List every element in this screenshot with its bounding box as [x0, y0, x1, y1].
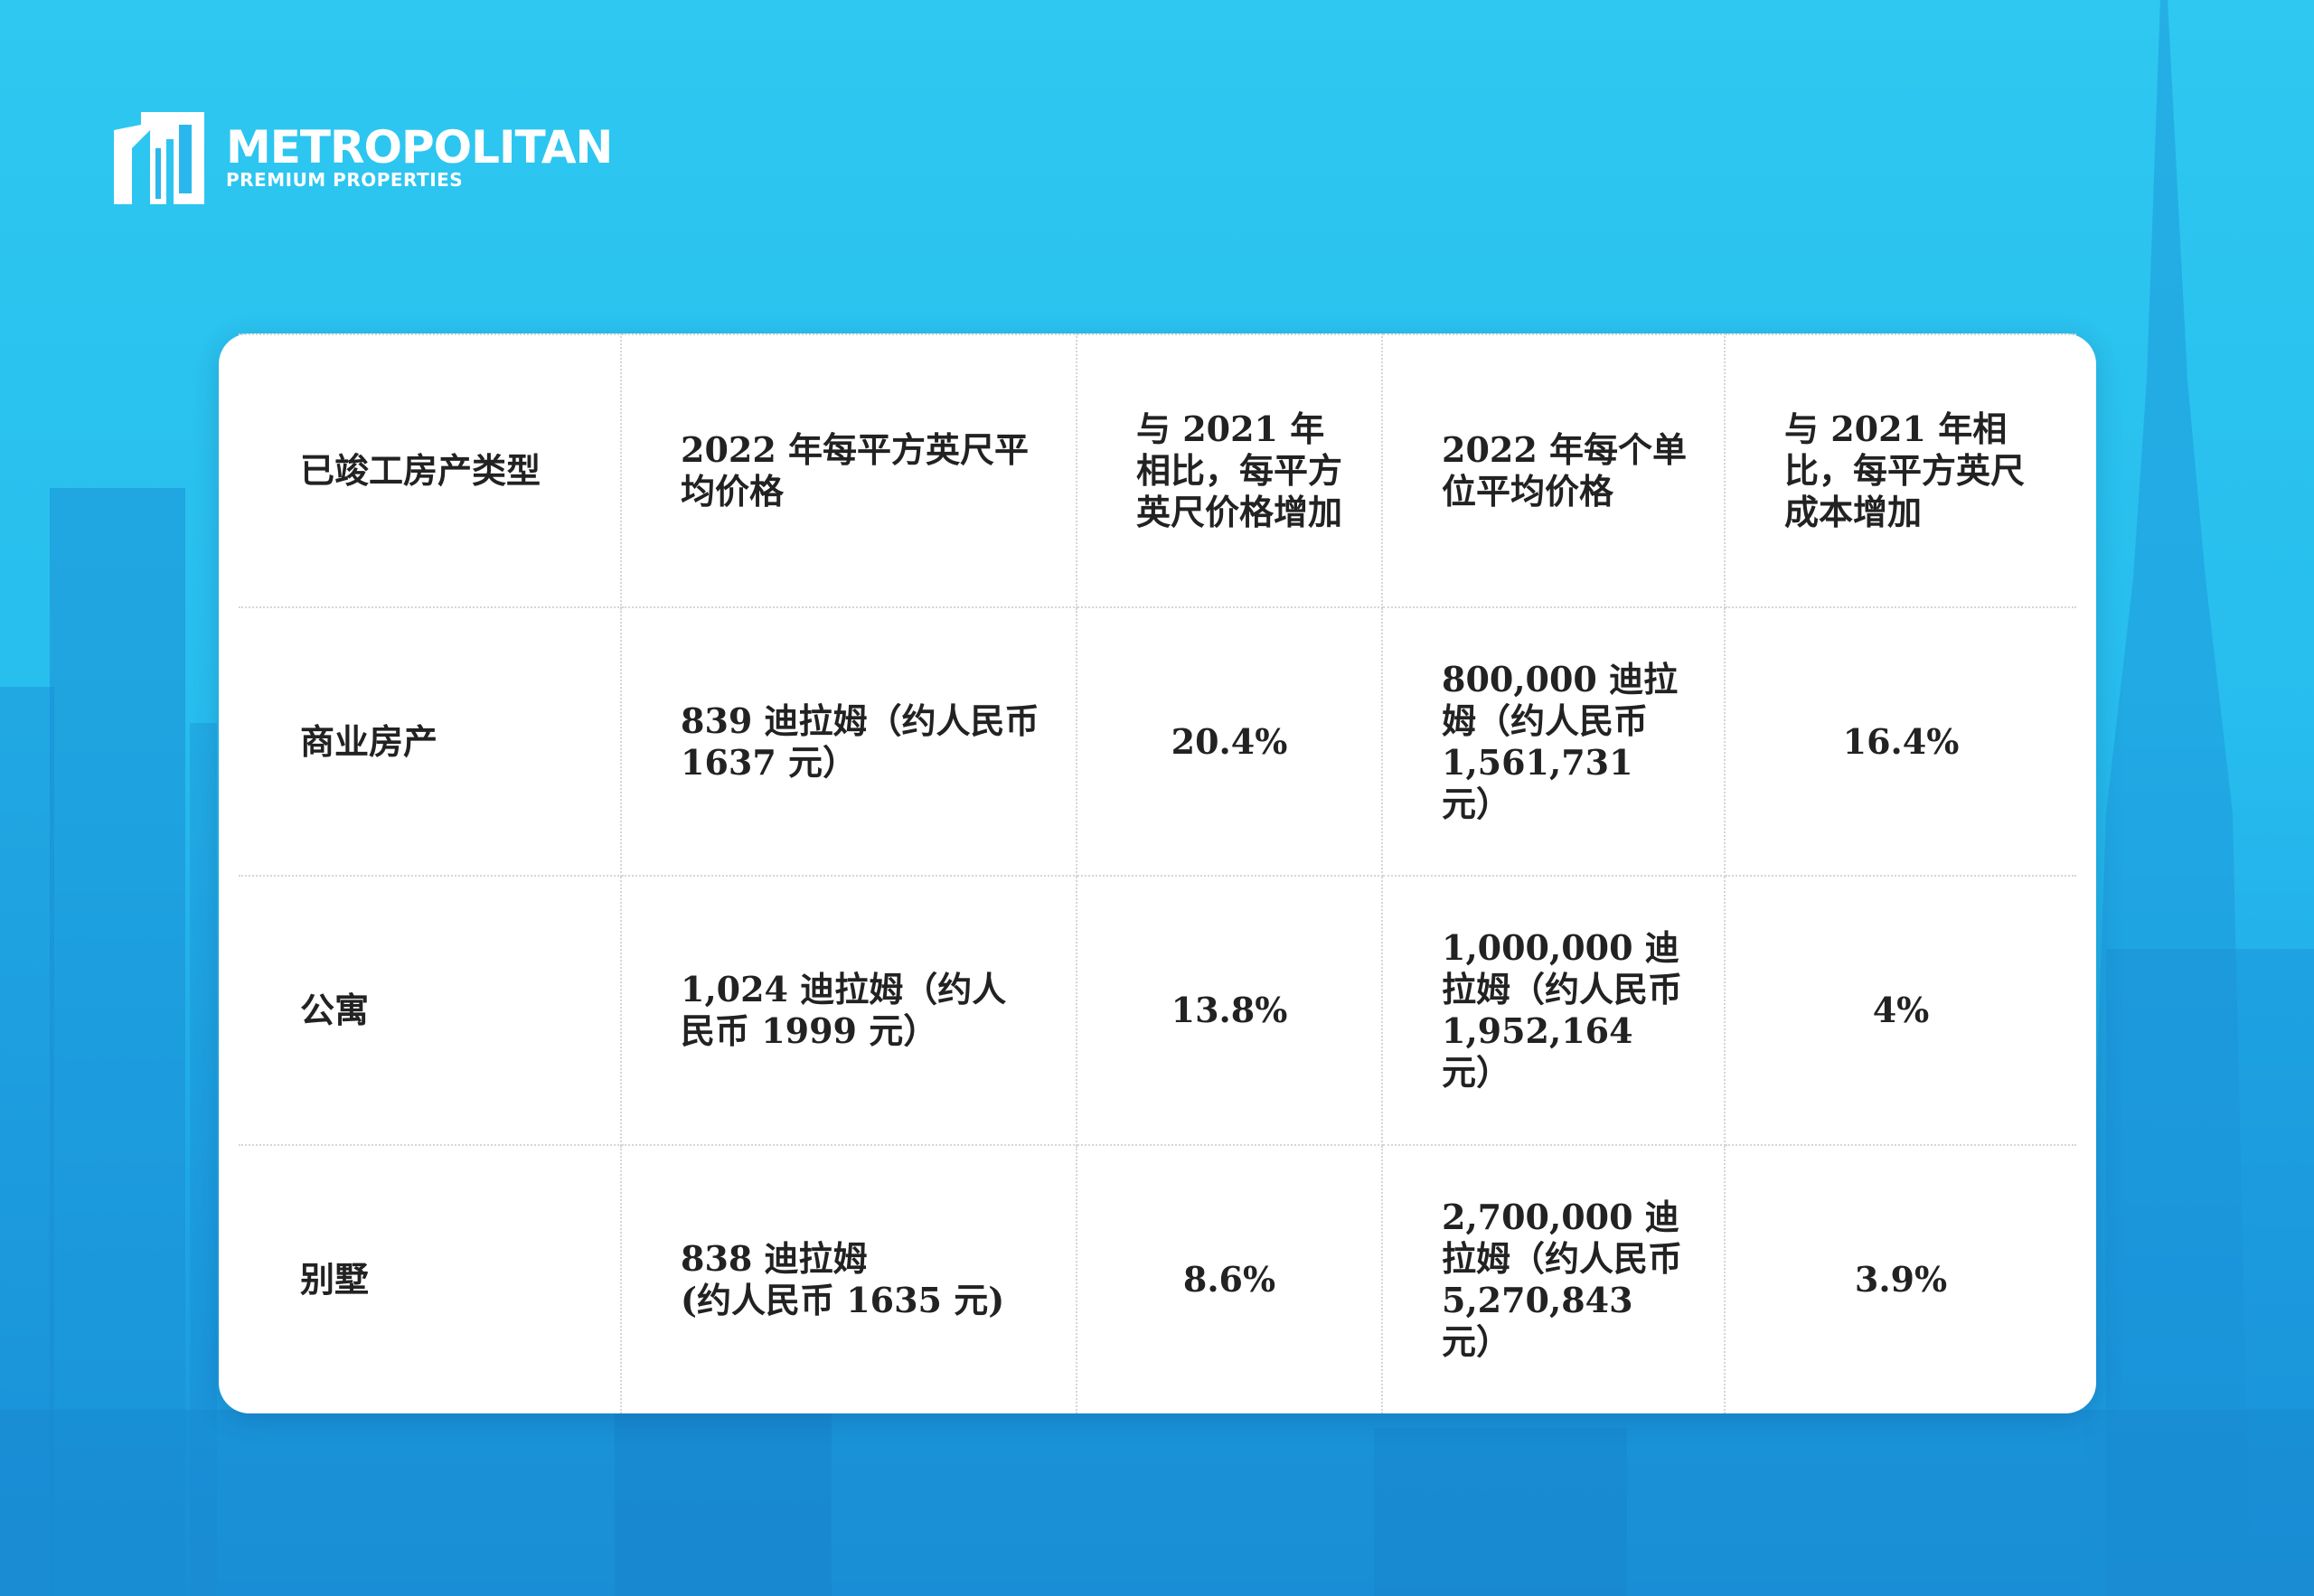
table-cell: 2,700,000 迪拉姆（约人民币 5,270,843 元） [1381, 1143, 1726, 1413]
table-cell: 商业房产 [239, 606, 622, 878]
data-row: 别墅 838 迪拉姆 (约人民币 1635 元) 8.6% 2,700,000 迪拉姆… [239, 1143, 2076, 1413]
table-cell: 别墅 [239, 1143, 622, 1413]
table-cell: 1,000,000 迪拉姆（约人民币 1,952,164 元） [1381, 875, 1726, 1146]
header-row: 已竣工房产类型 2022 年每平方英尺平均价格与 2021 年相比，每平方英尺价格… [239, 333, 2076, 609]
table-cell: 8.6% [1076, 1143, 1383, 1413]
table-cell: 838 迪拉姆 (约人民币 1635 元) [620, 1143, 1077, 1413]
brand-name: METROPOLITAN [226, 121, 613, 174]
header-cell: 2022 年每平方英尺平均价格 [620, 333, 1077, 609]
table-cell: 20.4% [1076, 606, 1383, 878]
table-cell: 16.4% [1724, 606, 2076, 878]
logo-icon [114, 112, 204, 204]
table-cell: 13.8% [1076, 875, 1383, 1146]
header-cell: 与 2021 年相比，每平方英尺成本增加 [1724, 333, 2076, 609]
brand: METROPOLITAN PREMIUM PROPERTIES [226, 121, 613, 191]
table-cell: 1,024 迪拉姆（约人民币 1999 元） [620, 875, 1077, 1146]
table-cell: 公寓 [239, 875, 622, 1146]
table-card: 已竣工房产类型 2022 年每平方英尺平均价格与 2021 年相比，每平方英尺价格… [219, 333, 2096, 1413]
price-table: 已竣工房产类型 2022 年每平方英尺平均价格与 2021 年相比，每平方英尺价格… [239, 333, 2076, 1413]
table-cell: 839 迪拉姆（约人民币 1637 元） [620, 606, 1077, 878]
table-cell: 4% [1724, 875, 2076, 1146]
data-row: 公寓 1,024 迪拉姆（约人民币 1999 元） 13.8% 1,000,000 迪… [239, 875, 2076, 1146]
brand-tagline: PREMIUM PROPERTIES [226, 169, 464, 191]
header-cell: 与 2021 年相比，每平方英尺价格增加 [1076, 333, 1383, 609]
table-cell: 800,000 迪拉姆（约人民币 1,561,731 元） [1381, 606, 1726, 878]
table-cell: 3.9% [1724, 1143, 2076, 1413]
header-cell: 已竣工房产类型 [239, 333, 622, 609]
header-cell: 2022 年每个单位平均价格 [1381, 333, 1726, 609]
data-row: 商业房产 839 迪拉姆（约人民币 1637 元） 20.4% 800,000 迪拉姆… [239, 606, 2076, 878]
